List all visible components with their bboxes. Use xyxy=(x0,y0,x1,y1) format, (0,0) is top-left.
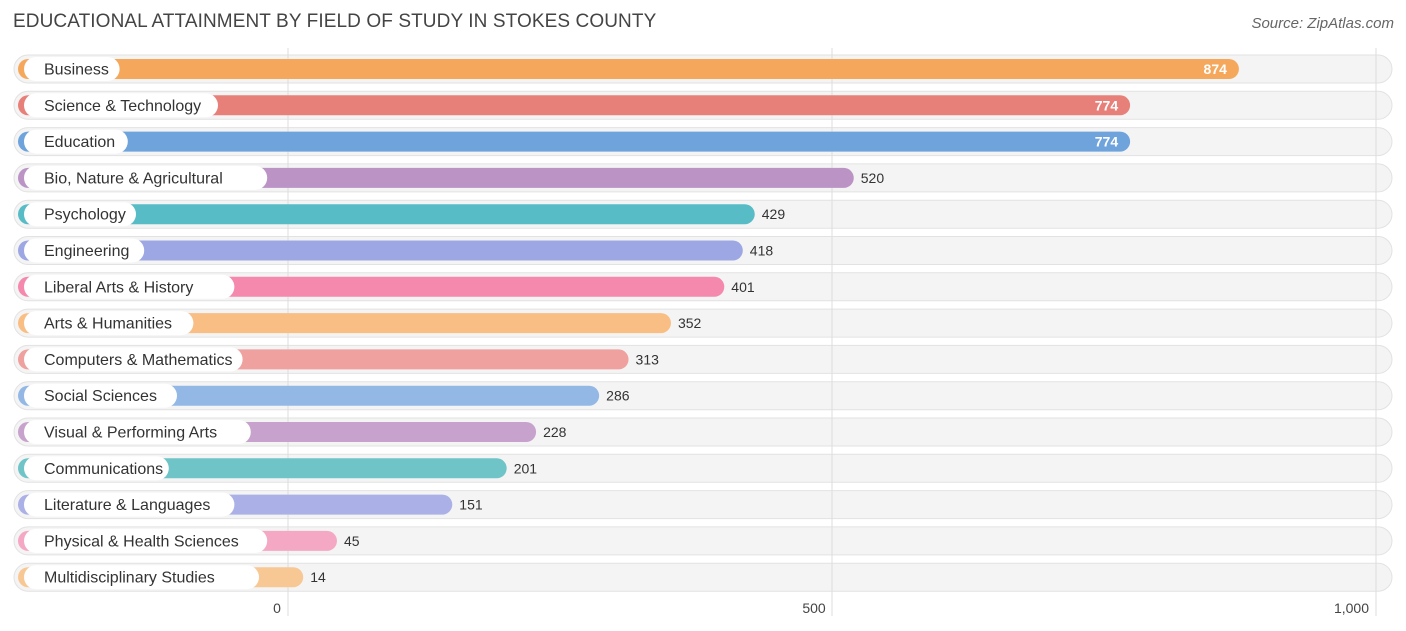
category-label-pill xyxy=(24,129,128,154)
category-label: Social Sciences xyxy=(44,388,157,405)
value-label: 352 xyxy=(678,315,702,331)
category-label-pill xyxy=(24,93,218,118)
bar xyxy=(18,95,1131,116)
category-label-pill xyxy=(24,528,268,553)
category-label-pill xyxy=(24,383,177,408)
bar xyxy=(18,131,1131,152)
category-label-pill xyxy=(24,165,268,190)
row-background xyxy=(13,526,1393,556)
category-label: Literature & Languages xyxy=(44,497,210,514)
category-label-pill xyxy=(24,274,235,299)
value-label: 286 xyxy=(606,388,630,404)
category-label-pill xyxy=(24,347,243,372)
category-label: Computers & Mathematics xyxy=(44,352,233,369)
category-label: Engineering xyxy=(44,243,129,260)
category-label: Psychology xyxy=(44,207,126,224)
category-label: Communications xyxy=(44,461,163,478)
category-label: Business xyxy=(44,62,109,79)
value-label: 774 xyxy=(1095,97,1119,113)
category-label: Physical & Health Sciences xyxy=(44,533,239,550)
value-label: 14 xyxy=(310,569,326,585)
category-label-pill xyxy=(24,202,136,227)
value-label: 429 xyxy=(762,206,786,222)
value-label: 874 xyxy=(1204,61,1228,77)
category-label: Multidisciplinary Studies xyxy=(44,570,215,587)
chart-title: EDUCATIONAL ATTAINMENT BY FIELD OF STUDY… xyxy=(13,11,657,32)
category-label-pill xyxy=(24,238,145,263)
row-background xyxy=(13,562,1393,592)
x-tick-label: 500 xyxy=(802,600,826,616)
value-label: 401 xyxy=(731,279,755,295)
value-label: 228 xyxy=(543,424,567,440)
value-label: 418 xyxy=(750,243,774,259)
category-label-pill xyxy=(24,311,194,336)
value-label: 151 xyxy=(459,497,483,513)
bar xyxy=(18,204,755,225)
value-label: 201 xyxy=(514,460,538,476)
x-axis-ticks: 0 500 1,000 xyxy=(273,600,1369,616)
category-label: Education xyxy=(44,134,115,151)
category-label-pill xyxy=(24,565,259,590)
category-label: Science & Technology xyxy=(44,98,201,115)
category-label: Liberal Arts & History xyxy=(44,279,193,296)
value-label: 774 xyxy=(1095,134,1119,150)
category-label-pill xyxy=(24,420,251,444)
value-label: 45 xyxy=(344,533,360,549)
category-label: Visual & Performing Arts xyxy=(44,425,217,442)
value-label: 520 xyxy=(861,170,885,186)
source-label: Source: ZipAtlas.com xyxy=(1251,15,1394,32)
x-tick-label: 0 xyxy=(273,600,281,616)
category-label-pill xyxy=(24,456,169,481)
category-label-pill xyxy=(24,57,120,81)
bar xyxy=(18,240,743,261)
category-label-pill xyxy=(24,492,235,517)
bar xyxy=(18,59,1239,79)
category-label: Arts & Humanities xyxy=(44,316,172,333)
value-label: 313 xyxy=(636,351,660,367)
category-label: Bio, Nature & Agricultural xyxy=(44,170,223,187)
bars: Business 874 Science & Technology 774 Educat… xyxy=(18,57,1239,590)
x-tick-label: 1,000 xyxy=(1334,600,1369,616)
